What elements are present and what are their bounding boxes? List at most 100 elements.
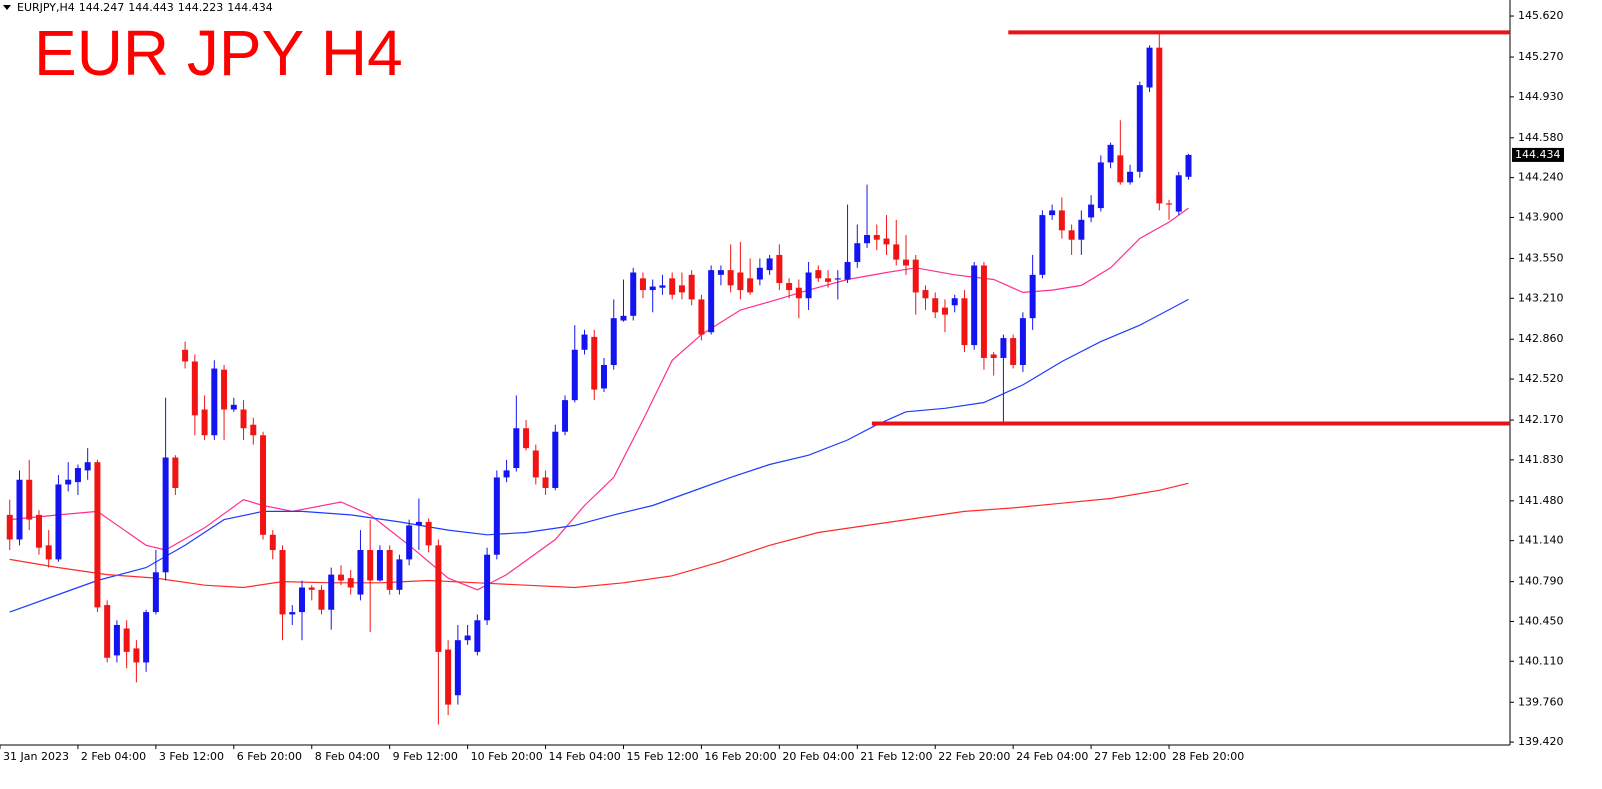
candle-body bbox=[532, 450, 539, 478]
x-tick-label: 10 Feb 20:00 bbox=[471, 750, 543, 763]
candle-body bbox=[1097, 162, 1104, 209]
x-tick-label: 28 Feb 20:00 bbox=[1172, 750, 1244, 763]
y-tick-label: 140.450 bbox=[1518, 614, 1564, 627]
candle-body bbox=[601, 365, 607, 389]
symbol: EURJPY,H4 bbox=[17, 1, 75, 14]
candle-body bbox=[1146, 47, 1153, 88]
candle-body bbox=[474, 620, 481, 652]
candle-body bbox=[464, 635, 471, 641]
y-tick-label: 144.240 bbox=[1518, 171, 1564, 184]
candle-body bbox=[269, 534, 276, 551]
header-low: 144.223 bbox=[177, 1, 224, 14]
candle-body bbox=[308, 587, 315, 590]
candle-body bbox=[26, 479, 33, 520]
candle-body bbox=[1078, 219, 1085, 240]
y-tick-label: 140.790 bbox=[1518, 575, 1564, 588]
x-tick-label: 8 Feb 04:00 bbox=[315, 750, 380, 763]
candle-body bbox=[211, 368, 218, 436]
y-tick-label: 141.830 bbox=[1518, 453, 1564, 466]
x-tick-label: 22 Feb 20:00 bbox=[938, 750, 1010, 763]
price-box bbox=[1512, 147, 1564, 162]
candle-body bbox=[299, 587, 305, 613]
candle-body bbox=[406, 525, 413, 560]
candle-body bbox=[552, 431, 559, 488]
candle-body bbox=[766, 258, 773, 271]
candle-body bbox=[630, 272, 637, 316]
candle-body bbox=[279, 550, 286, 615]
candle-body bbox=[873, 235, 880, 240]
candle-body bbox=[1127, 171, 1134, 183]
candle-body bbox=[6, 514, 13, 540]
candle-body bbox=[1049, 210, 1056, 216]
candle-body bbox=[786, 283, 793, 291]
header-high: 144.443 bbox=[128, 1, 174, 14]
candle-body bbox=[445, 649, 452, 705]
x-tick-label: 3 Feb 12:00 bbox=[159, 750, 224, 763]
moving-average bbox=[9, 482, 1189, 589]
candle-body bbox=[182, 349, 189, 362]
symbol-header: EURJPY,H4 144.247 144.443 144.223 144.43… bbox=[3, 1, 273, 14]
candle-body bbox=[708, 270, 715, 333]
y-tick-label: 142.860 bbox=[1518, 332, 1564, 345]
candle-body bbox=[610, 318, 617, 366]
candle-body bbox=[386, 550, 393, 590]
candle-body bbox=[669, 278, 676, 295]
candle-body bbox=[756, 267, 763, 280]
chart-title: EUR JPY H4 bbox=[34, 17, 403, 89]
x-tick-label: 14 Feb 04:00 bbox=[549, 750, 621, 763]
candle-body bbox=[698, 299, 705, 335]
x-tick-label: 20 Feb 04:00 bbox=[782, 750, 854, 763]
candle-body bbox=[425, 521, 432, 546]
candle-body bbox=[795, 287, 802, 299]
candle-body bbox=[961, 298, 968, 346]
candle-body bbox=[357, 550, 364, 595]
candle-body bbox=[376, 550, 383, 581]
candle-body bbox=[854, 243, 861, 262]
candle-body bbox=[1107, 144, 1114, 163]
x-tick-label: 27 Feb 12:00 bbox=[1094, 750, 1166, 763]
candle-body bbox=[1058, 210, 1065, 231]
candle-body bbox=[143, 612, 150, 663]
candle-body bbox=[221, 369, 228, 410]
candle-body bbox=[717, 270, 724, 275]
candle-body bbox=[659, 285, 666, 288]
candle-body bbox=[260, 435, 267, 535]
candle-body bbox=[980, 265, 987, 358]
candle-body bbox=[903, 259, 909, 266]
candle-body bbox=[688, 274, 695, 300]
candle-body bbox=[35, 514, 42, 548]
candle-body bbox=[1175, 175, 1182, 212]
y-tick-label: 145.620 bbox=[1518, 9, 1564, 22]
candle-body bbox=[1088, 204, 1095, 218]
candle-body bbox=[639, 278, 646, 291]
candle-body bbox=[396, 559, 403, 590]
price-label: 144.434 bbox=[1515, 148, 1561, 161]
candle-body bbox=[620, 315, 627, 321]
y-tick-label: 143.210 bbox=[1518, 291, 1564, 304]
menu-arrow[interactable] bbox=[3, 5, 11, 10]
candle-body bbox=[415, 521, 422, 526]
y-tick-label: 140.110 bbox=[1518, 654, 1564, 667]
candle-body bbox=[201, 409, 208, 436]
candle-body bbox=[1117, 155, 1124, 183]
candle-body bbox=[65, 479, 72, 485]
candle-body bbox=[84, 462, 91, 471]
candle-body bbox=[1039, 215, 1046, 275]
candle-body bbox=[113, 624, 120, 656]
candle-body bbox=[932, 298, 939, 313]
candle-body bbox=[591, 336, 598, 390]
candle-body bbox=[951, 298, 958, 306]
candle-body bbox=[1029, 274, 1036, 319]
y-tick-label: 139.420 bbox=[1518, 735, 1564, 748]
candle-body bbox=[152, 572, 159, 613]
candle-body bbox=[337, 574, 344, 581]
candle-body bbox=[893, 244, 900, 260]
candle-body bbox=[1166, 203, 1173, 205]
candle-body bbox=[104, 605, 111, 658]
candle-body bbox=[1136, 85, 1143, 172]
candle-body bbox=[328, 574, 335, 610]
candle-body bbox=[454, 640, 461, 696]
candle-body bbox=[883, 238, 890, 245]
